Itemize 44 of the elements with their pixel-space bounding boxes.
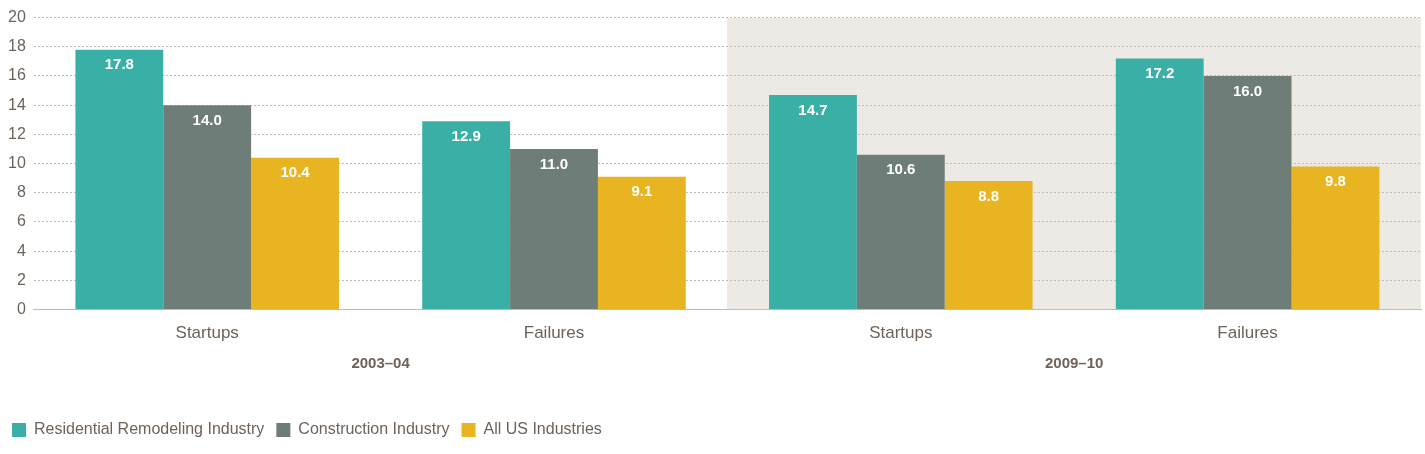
legend-label: All US Industries xyxy=(483,420,602,438)
y-tick-label: 8 xyxy=(16,183,26,201)
legend-label: Construction Industry xyxy=(298,420,450,438)
bar xyxy=(769,94,857,310)
y-tick-label: 4 xyxy=(16,241,26,259)
bar xyxy=(597,176,686,310)
bar xyxy=(1203,76,1292,310)
data-label: 8.8 xyxy=(978,186,1000,204)
data-label: 9.8 xyxy=(1325,172,1346,190)
data-label: 12.9 xyxy=(451,126,481,144)
data-label: 14.0 xyxy=(192,110,222,128)
y-tick-label: 2 xyxy=(16,270,26,288)
bar xyxy=(163,105,252,310)
bar xyxy=(75,49,164,310)
y-tick-label: 6 xyxy=(16,212,26,230)
y-tick-label: 16 xyxy=(8,66,26,84)
data-label: 9.1 xyxy=(631,182,653,200)
x-tick-label: Startups xyxy=(175,323,239,343)
data-label: 10.4 xyxy=(280,163,311,181)
data-label: 16.0 xyxy=(1233,81,1263,99)
data-label: 14.7 xyxy=(798,100,828,118)
bar xyxy=(422,121,511,310)
text: 2003–04 xyxy=(351,353,411,371)
bar xyxy=(856,154,945,310)
data-label: 17.2 xyxy=(1145,64,1175,82)
y-tick-label: 14 xyxy=(8,95,26,113)
x-tick-label: Failures xyxy=(523,323,585,343)
y-tick-label: 18 xyxy=(8,37,26,55)
data-label: 11.0 xyxy=(539,154,569,172)
text: 2009–10 xyxy=(1045,353,1104,371)
bar xyxy=(510,149,598,310)
bar xyxy=(944,181,1033,310)
y-tick-label: 10 xyxy=(8,154,26,172)
x-tick-label: Failures xyxy=(1217,323,1278,343)
y-tick-label: 20 xyxy=(8,8,26,26)
data-label: 17.8 xyxy=(104,55,134,73)
x-tick-label: Startups xyxy=(869,323,933,343)
bar xyxy=(1115,58,1204,310)
legend-label: Residential Remodeling Industry xyxy=(34,420,265,438)
data-label: 10.6 xyxy=(886,160,916,178)
y-tick-label: 0 xyxy=(16,300,26,318)
y-tick-label: 12 xyxy=(8,124,26,142)
bar xyxy=(1291,166,1380,310)
bar xyxy=(251,157,339,310)
